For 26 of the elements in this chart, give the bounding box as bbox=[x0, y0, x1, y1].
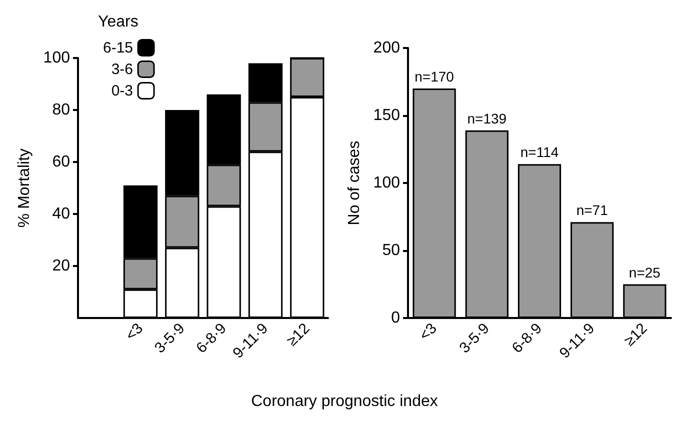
y-tick-label: 20 bbox=[52, 258, 70, 274]
y-tick-label: 200 bbox=[373, 40, 400, 56]
data-label: n=170 bbox=[414, 68, 454, 84]
y-tick-label: 80 bbox=[52, 102, 70, 118]
legend-label: 6-15 bbox=[102, 39, 134, 56]
x-tick-label: <3 bbox=[416, 320, 440, 344]
x-tick-label: ≥12 bbox=[621, 320, 651, 350]
y-tick-label: 100 bbox=[43, 50, 70, 66]
x-tick-label: ≥12 bbox=[284, 320, 314, 350]
y-tick-label: 100 bbox=[373, 174, 400, 192]
legend-label: 0-3 bbox=[111, 82, 134, 100]
legend-title: Years bbox=[98, 14, 138, 30]
y-axis-title: No of cases bbox=[346, 140, 363, 226]
data-label: n=114 bbox=[520, 144, 559, 160]
data-label: n=25 bbox=[628, 264, 661, 280]
y-tick-label: 150 bbox=[373, 107, 400, 124]
x-tick-label: <3 bbox=[122, 320, 147, 344]
legend-label: 3-6 bbox=[111, 60, 134, 78]
y-axis-title: % Mortality bbox=[16, 148, 33, 228]
y-tick-label: 50 bbox=[382, 242, 400, 259]
x-axis-title: Coronary prognostic index bbox=[250, 393, 439, 411]
data-label: n=71 bbox=[576, 202, 608, 218]
y-tick-label: 60 bbox=[52, 154, 70, 170]
y-tick-label: 40 bbox=[52, 206, 70, 222]
data-label: n=139 bbox=[467, 110, 507, 126]
y-tick-label: 0 bbox=[391, 310, 400, 326]
